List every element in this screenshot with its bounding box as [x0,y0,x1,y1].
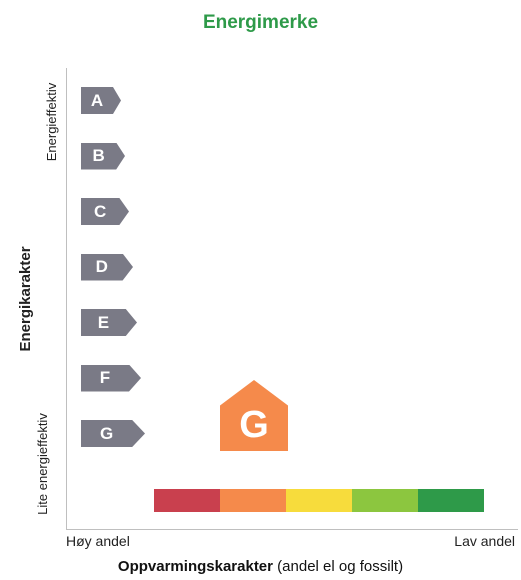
heating-scale-segment-4 [352,489,418,512]
energy-class-arrow-shape [81,142,125,170]
energy-class-arrow-d: D [81,253,133,281]
energy-class-arrow-b: B [81,142,125,170]
x-axis-title: Oppvarmingskarakter (andel el og fossilt… [0,558,521,575]
energy-class-arrow-a: A [81,87,121,114]
energy-class-arrow-shape [81,364,141,392]
energy-class-arrow-label: D [95,257,108,276]
energy-class-arrow-f: F [81,364,141,392]
heating-scale-segment-1 [154,489,220,512]
energy-class-arrow-label: C [94,201,107,221]
energy-class-arrow-e: E [81,309,137,336]
energy-class-arrow-label: A [90,90,104,110]
y-axis-top-label: Energieffektiv [44,82,59,162]
energy-class-arrow-shape [81,87,121,114]
heating-scale-segment-2 [220,489,286,512]
energy-class-arrow-label: E [97,312,110,332]
y-axis-title: Energikarakter [17,246,34,352]
heating-scale-segment-5 [418,489,484,512]
heating-scale-segment-3 [286,489,352,512]
energy-class-arrow-label: G [99,423,114,443]
energy-class-arrow-shape [81,309,137,336]
x-axis-left-label: Høy andel [66,533,130,549]
energy-class-arrow-g: G [81,420,145,447]
heating-scale-bar [154,489,484,512]
chart-title: Energimerke [202,12,319,33]
energy-class-arrow-shape [81,198,129,225]
current-rating-marker: G [220,380,288,451]
energy-class-arrow-label: F [99,368,111,387]
x-axis-line [66,529,518,530]
x-axis-right-label: Lav andel [454,533,515,549]
y-axis-bottom-label: Lite energieffektiv [35,413,50,515]
current-rating-label: G [239,404,269,446]
x-axis-title-rest: (andel el og fossilt) [277,558,404,575]
x-axis-title-bold: Oppvarmingskarakter [117,558,273,575]
energy-class-arrow-c: C [81,198,129,225]
y-axis-line [66,68,67,530]
energy-class-arrow-label: B [92,146,105,165]
energy-class-arrow-shape [81,420,145,447]
energy-class-arrow-shape [81,253,133,281]
